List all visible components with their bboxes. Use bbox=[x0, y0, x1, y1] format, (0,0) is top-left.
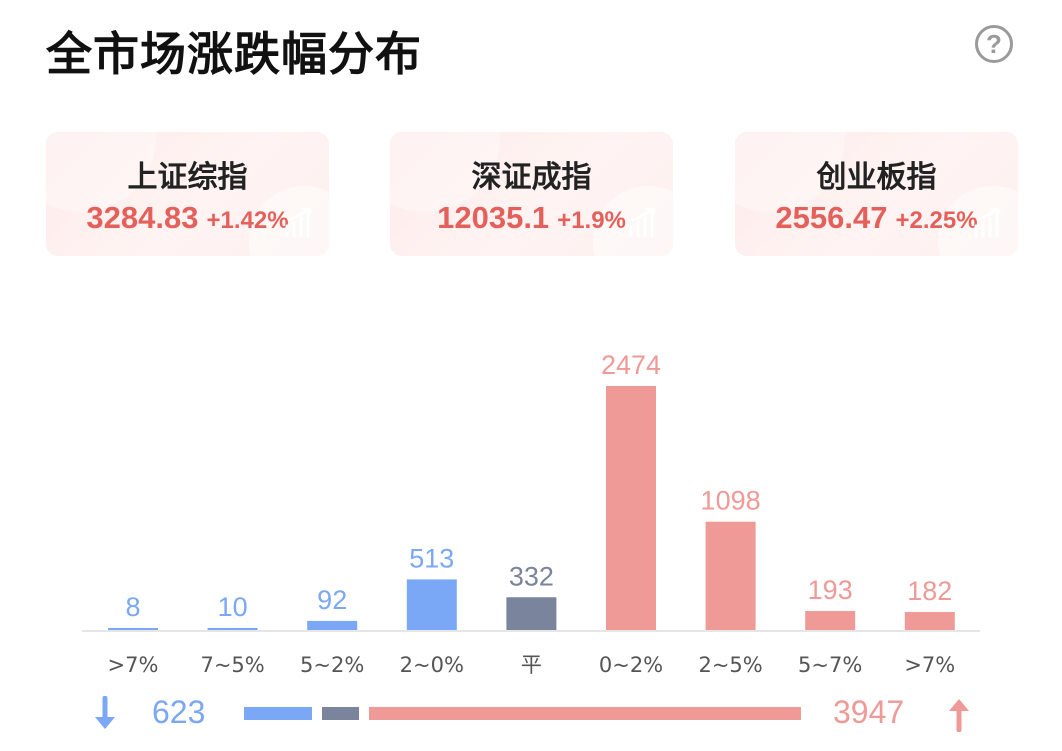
arrow-up-icon bbox=[949, 699, 969, 732]
bar-5 bbox=[606, 386, 656, 630]
bar-7 bbox=[805, 610, 856, 630]
index-change: +2.25% bbox=[895, 207, 978, 234]
x-tick-label: >7% bbox=[904, 653, 955, 677]
bar-1 bbox=[207, 628, 258, 630]
question-circle-icon[interactable]: ? bbox=[975, 25, 1013, 63]
index-name: 深证成指 bbox=[471, 160, 592, 195]
summary-bar-down bbox=[244, 707, 313, 720]
trend-up-icon bbox=[285, 207, 312, 238]
x-tick-label: 平 bbox=[521, 653, 542, 677]
bar-value-label: 1098 bbox=[701, 486, 761, 516]
bar-value-label: 193 bbox=[808, 575, 853, 605]
x-tick-label: 0~2% bbox=[599, 653, 663, 677]
bar-value-label: 92 bbox=[317, 585, 347, 615]
index-value: 12035.1 bbox=[437, 200, 550, 235]
index-change: +1.42% bbox=[206, 207, 289, 234]
bar-value-label: 332 bbox=[509, 561, 554, 591]
summary-bar-flat bbox=[322, 707, 359, 720]
index-card-sh[interactable]: 上证综指 3284.83 +1.42% bbox=[46, 132, 329, 256]
bar-value-label: 10 bbox=[218, 592, 248, 622]
index-change: +1.9% bbox=[557, 207, 626, 234]
up-total: 3947 bbox=[833, 694, 905, 730]
page-title: 全市场涨跌幅分布 bbox=[46, 27, 422, 81]
index-card-sz[interactable]: 深证成指 12035.1 +1.9% bbox=[390, 132, 673, 256]
index-name: 上证综指 bbox=[127, 160, 248, 195]
index-value: 2556.47 bbox=[775, 200, 888, 235]
bar-0 bbox=[108, 628, 158, 630]
bar-6 bbox=[705, 521, 756, 630]
bar-3 bbox=[406, 579, 457, 630]
x-tick-label: 2~0% bbox=[400, 653, 464, 677]
bar-value-label: 513 bbox=[409, 543, 454, 573]
arrow-down-icon bbox=[95, 696, 115, 729]
x-tick-label: 7~5% bbox=[200, 653, 264, 677]
distribution-chart: 8 >7% 10 7~5% 92 5~2% 513 2~0% 332 平 2474 0~2% 1098 2… bbox=[82, 350, 980, 677]
index-card-cyb[interactable]: 创业板指 2556.47 +2.25% bbox=[735, 132, 1018, 256]
bar-4 bbox=[506, 597, 557, 630]
index-name: 创业板指 bbox=[816, 160, 937, 195]
bar-8 bbox=[904, 612, 955, 630]
x-tick-label: 5~7% bbox=[798, 653, 862, 677]
bar-value-label: 8 bbox=[125, 592, 140, 622]
x-tick-label: 2~5% bbox=[698, 653, 762, 677]
x-tick-label: >7% bbox=[108, 653, 159, 677]
trend-up-icon bbox=[974, 207, 1001, 238]
down-total: 623 bbox=[152, 694, 206, 730]
x-tick-label: 5~2% bbox=[300, 653, 364, 677]
trend-up-icon bbox=[629, 207, 656, 238]
bar-value-label: 2474 bbox=[601, 350, 661, 380]
summary-bar-up bbox=[368, 707, 801, 720]
bar-2 bbox=[307, 620, 358, 630]
index-value: 3284.83 bbox=[86, 200, 199, 235]
bar-value-label: 182 bbox=[907, 576, 952, 606]
